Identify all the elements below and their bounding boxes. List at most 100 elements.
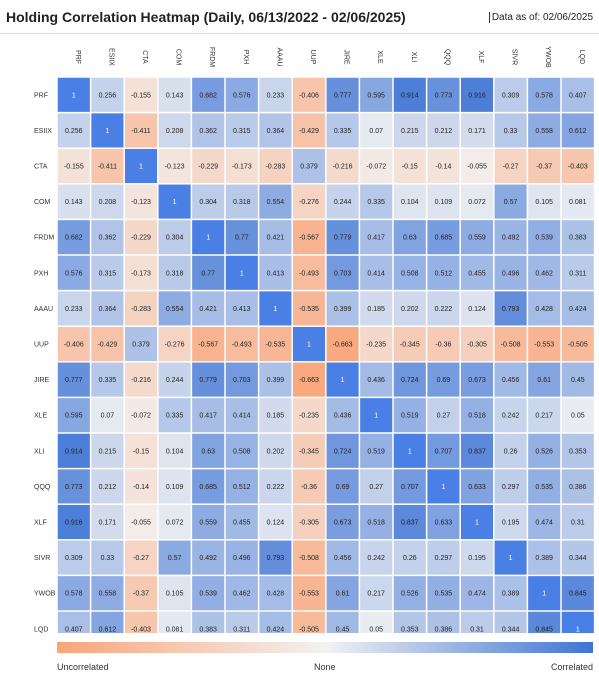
cell-value: -0.123 <box>165 164 185 171</box>
heatmap-cell-com-jire <box>326 184 359 219</box>
heatmap-cell-lqd-esiix <box>91 611 124 633</box>
cell-value: 0.508 <box>401 270 419 277</box>
heatmap-cell-cta-esiix <box>91 148 124 184</box>
cell-value: 1 <box>441 484 445 491</box>
cell-value: 0.143 <box>65 199 83 206</box>
heatmap-cell-esiix-xli <box>393 113 426 148</box>
heatmap-cell-cta-qqq <box>427 148 460 184</box>
heatmap-cell-uup-xlf <box>460 326 494 362</box>
heatmap-cell-com-lqd <box>561 184 594 219</box>
cell-value: 0.05 <box>369 626 383 633</box>
heatmap-cell-cta-xli <box>393 148 426 184</box>
cell-value: 0.63 <box>201 448 215 455</box>
heatmap-cell-uup-prf <box>57 326 90 362</box>
heatmap-cell-ywob-aaau <box>259 576 292 611</box>
heatmap-cell-xli-xli <box>393 433 426 468</box>
heatmap-cell-jire-lqd <box>561 362 594 397</box>
cell-value: -0.14 <box>435 164 451 171</box>
heatmap-cell-aaau-uup <box>292 291 326 326</box>
cell-value: 0.233 <box>267 92 285 99</box>
cell-value: -0.055 <box>467 164 487 171</box>
cell-value: 0.421 <box>199 306 217 313</box>
cell-value: 1 <box>576 626 580 633</box>
heatmap-cell-sivr-jire <box>326 540 359 575</box>
cell-value: 0.33 <box>504 128 518 135</box>
cell-value: 0.389 <box>535 555 553 562</box>
heatmap-cell-pxh-sivr <box>494 255 527 290</box>
cell-value: 0.777 <box>65 377 83 384</box>
cell-value: 0.685 <box>199 484 217 491</box>
heatmap-cell-xlf-frdm <box>192 504 225 540</box>
heatmap-cell-xle-jire <box>326 398 359 433</box>
cell-value: 0.456 <box>502 377 520 384</box>
cell-value: -0.235 <box>366 342 386 349</box>
cell-value: 0.612 <box>99 626 117 633</box>
cell-value: 0.07 <box>101 413 115 420</box>
heatmap-cell-frdm-xle <box>360 220 393 255</box>
cell-value: 0.474 <box>468 591 486 598</box>
cell-value: 0.212 <box>435 128 453 135</box>
heatmap-cell-esiix-pxh <box>225 113 258 148</box>
cell-value: -0.173 <box>131 270 151 277</box>
heatmap-cell-ywob-jire <box>326 576 359 611</box>
heatmap-cell-prf-aaau <box>259 77 292 112</box>
column-label-sivr: SIVR <box>511 49 518 65</box>
heatmap-cell-sivr-pxh <box>225 540 258 575</box>
heatmap-cell-xli-pxh <box>225 433 258 468</box>
row-label-qqq: QQQ <box>34 484 51 491</box>
cell-value: 0.383 <box>569 235 587 242</box>
heatmap-cell-xle-frdm <box>192 398 225 433</box>
heatmap-cell-lqd-qqq <box>427 611 460 633</box>
heatmap-cell-esiix-sivr <box>494 113 527 148</box>
cell-value: -0.553 <box>534 342 554 349</box>
cell-value: 0.353 <box>569 448 587 455</box>
heatmap-cell-xle-xlf <box>460 398 494 433</box>
column-label-uup: UUP <box>309 50 316 65</box>
heatmap-cell-uup-ywob <box>528 326 561 362</box>
heatmap-cell-sivr-lqd <box>561 540 594 575</box>
cell-value: 1 <box>542 591 546 598</box>
cell-value: 1 <box>307 342 311 349</box>
heatmap-cell-lqd-com <box>158 611 191 633</box>
heatmap-cell-frdm-com <box>158 220 191 255</box>
cell-value: 0.105 <box>535 199 553 206</box>
cell-value: 0.914 <box>65 448 83 455</box>
cell-value: 0.185 <box>267 413 285 420</box>
heatmap-cell-xle-esiix <box>91 398 124 433</box>
cell-value: -0.216 <box>131 377 151 384</box>
cell-value: 0.837 <box>468 448 486 455</box>
row-label-pxh: PXH <box>34 270 48 277</box>
cell-value: 0.456 <box>334 555 352 562</box>
heatmap-cell-qqq-cta <box>124 469 158 504</box>
heatmap-cell-jire-uup <box>292 362 326 397</box>
row-label-uup: UUP <box>34 342 49 349</box>
cell-value: 0.081 <box>569 199 587 206</box>
cell-value: 0.379 <box>300 164 318 171</box>
heatmap-cell-prf-jire <box>326 77 359 112</box>
heatmap-cell-cta-lqd <box>561 148 594 184</box>
cell-value: -0.567 <box>198 342 218 349</box>
heatmap-cell-aaau-lqd <box>561 291 594 326</box>
cell-value: 0.462 <box>535 270 553 277</box>
row-label-ywob: YWOB <box>34 591 56 598</box>
heatmap-cell-xle-pxh <box>225 398 258 433</box>
cell-value: 0.682 <box>65 235 83 242</box>
cell-value: -0.15 <box>402 164 418 171</box>
column-label-frdm: FRDM <box>208 47 215 67</box>
heatmap-cell-xlf-qqq <box>427 504 460 540</box>
cell-value: -0.173 <box>232 164 252 171</box>
heatmap-cell-xli-qqq <box>427 433 460 468</box>
heatmap-cell-qqq-com <box>158 469 191 504</box>
heatmap-cell-prf-xle <box>360 77 393 112</box>
cell-value: 0.389 <box>502 591 520 598</box>
cell-value: -0.37 <box>536 164 552 171</box>
heatmap-cell-xlf-xli <box>393 504 426 540</box>
cell-value: 0.344 <box>569 555 587 562</box>
cell-value: 0.315 <box>233 128 251 135</box>
cell-value: 0.724 <box>401 377 419 384</box>
heatmap-cell-xlf-cta <box>124 504 158 540</box>
heatmap-cell-prf-xlf <box>460 77 494 112</box>
heatmap-cell-pxh-uup <box>292 255 326 290</box>
heatmap-cell-xli-aaau <box>259 433 292 468</box>
heatmap-cell-qqq-pxh <box>225 469 258 504</box>
